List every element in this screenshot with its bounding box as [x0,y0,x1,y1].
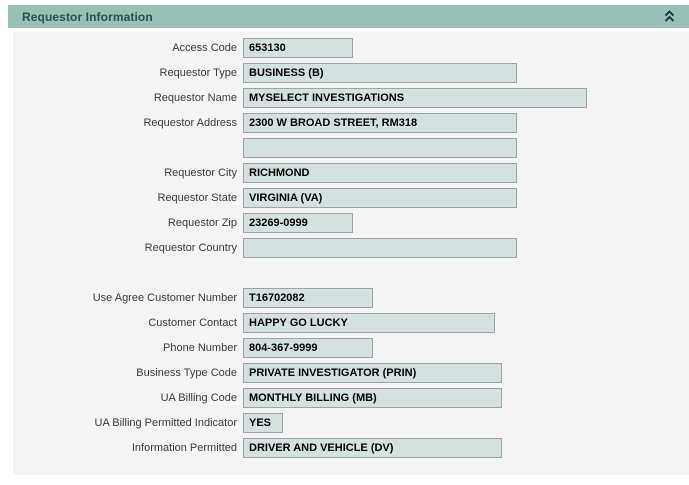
field-row-use-agree-customer-number: Use Agree Customer Number T16702082 [13,288,689,308]
requestor-type-label: Requestor Type [159,67,237,79]
requestor-address-field[interactable]: 2300 W BROAD STREET, RM318 [243,113,517,133]
field-row-requestor-state: Requestor State VIRGINIA (VA) [13,188,689,208]
chevron-double-up-icon[interactable] [664,10,675,23]
field-row-requestor-country: Requestor Country [13,238,689,258]
field-row-ua-billing-permitted-indicator: UA Billing Permitted Indicator YES [13,413,689,433]
field-row-requestor-address-line2 [13,138,689,158]
ua-billing-code-label: UA Billing Code [160,392,237,404]
field-row-requestor-address: Requestor Address 2300 W BROAD STREET, R… [13,113,689,133]
field-row-business-type-code: Business Type Code PRIVATE INVESTIGATOR … [13,363,689,383]
information-permitted-field[interactable]: DRIVER AND VEHICLE (DV) [243,438,502,458]
business-type-code-label: Business Type Code [136,367,237,379]
access-code-field[interactable]: 653130 [243,38,353,58]
requestor-information-panel: Access Code 653130 Requestor Type BUSINE… [13,31,689,475]
use-agree-customer-number-label: Use Agree Customer Number [92,292,237,304]
use-agree-customer-number-field[interactable]: T16702082 [243,288,373,308]
requestor-name-field[interactable]: MYSELECT INVESTIGATIONS [243,88,587,108]
requestor-information-header[interactable]: Requestor Information [8,5,689,28]
requestor-address-line2-field[interactable] [243,138,517,158]
requestor-state-label: Requestor State [157,192,238,204]
phone-number-label: Phone Number [163,342,237,354]
field-row-phone-number: Phone Number 804-367-9999 [13,338,689,358]
business-type-code-field[interactable]: PRIVATE INVESTIGATOR (PRIN) [243,363,502,383]
panel-title: Requestor Information [22,9,153,24]
customer-contact-field[interactable]: HAPPY GO LUCKY [243,313,495,333]
information-permitted-label: Information Permitted [131,442,237,454]
field-row-access-code: Access Code 653130 [13,38,689,58]
ua-billing-permitted-indicator-field[interactable]: YES [243,413,283,433]
field-row-requestor-type: Requestor Type BUSINESS (B) [13,63,689,83]
field-row-requestor-city: Requestor City RICHMOND [13,163,689,183]
field-row-requestor-name: Requestor Name MYSELECT INVESTIGATIONS [13,88,689,108]
field-row-ua-billing-code: UA Billing Code MONTHLY BILLING (MB) [13,388,689,408]
requestor-state-field[interactable]: VIRGINIA (VA) [243,188,517,208]
customer-contact-label: Customer Contact [148,317,237,329]
access-code-label: Access Code [172,42,237,54]
requestor-country-field[interactable] [243,238,517,258]
field-row-information-permitted: Information Permitted DRIVER AND VEHICLE… [13,438,689,458]
requestor-city-label: Requestor City [164,167,237,179]
field-row-customer-contact: Customer Contact HAPPY GO LUCKY [13,313,689,333]
ua-billing-permitted-indicator-label: UA Billing Permitted Indicator [94,417,237,429]
requestor-type-field[interactable]: BUSINESS (B) [243,63,517,83]
requestor-city-field[interactable]: RICHMOND [243,163,517,183]
requestor-country-label: Requestor Country [144,242,237,254]
field-row-requestor-zip: Requestor Zip 23269-0999 [13,213,689,233]
requestor-address-label: Requestor Address [143,117,237,129]
requestor-zip-label: Requestor Zip [167,217,237,229]
requestor-name-label: Requestor Name [153,92,237,104]
ua-billing-code-field[interactable]: MONTHLY BILLING (MB) [243,388,502,408]
requestor-zip-field[interactable]: 23269-0999 [243,213,353,233]
phone-number-field[interactable]: 804-367-9999 [243,338,373,358]
